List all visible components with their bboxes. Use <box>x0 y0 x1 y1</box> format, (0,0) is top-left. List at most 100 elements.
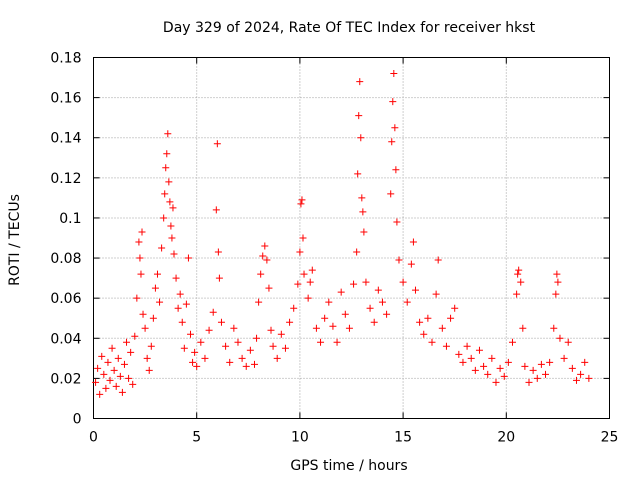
data-point <box>114 354 122 362</box>
data-point <box>209 308 217 316</box>
data-point <box>366 304 374 312</box>
data-point <box>300 270 308 278</box>
data-point <box>263 256 271 264</box>
data-point <box>556 334 564 342</box>
data-point <box>167 222 175 230</box>
data-point <box>118 388 126 396</box>
x-tick-label: 15 <box>394 430 412 446</box>
data-point <box>96 390 104 398</box>
data-point <box>529 366 537 374</box>
data-point <box>513 290 521 298</box>
data-point <box>480 362 488 370</box>
data-point <box>116 372 124 380</box>
data-point <box>409 238 417 246</box>
data-point <box>165 178 173 186</box>
data-point <box>434 256 442 264</box>
ticks <box>93 57 610 419</box>
data-point <box>488 354 496 362</box>
data-point <box>137 270 145 278</box>
data-point <box>359 208 367 216</box>
data-point <box>416 318 424 326</box>
data-point <box>170 250 178 258</box>
data-point <box>304 294 312 302</box>
y-tick-label: 0.14 <box>50 131 81 147</box>
data-point <box>238 354 246 362</box>
data-point <box>290 304 298 312</box>
data-point <box>151 284 159 292</box>
data-point <box>391 124 399 132</box>
x-tick-label: 20 <box>497 430 515 446</box>
data-point <box>383 310 391 318</box>
data-point <box>163 150 171 158</box>
y-tick-label: 0.1 <box>59 211 81 227</box>
gridlines <box>93 57 610 419</box>
data-point <box>496 364 504 372</box>
data-point <box>533 374 541 382</box>
data-point <box>356 78 364 86</box>
chart-title: Day 329 of 2024, Rate Of TEC Index for r… <box>163 20 536 36</box>
data-point <box>572 376 580 384</box>
data-point <box>178 318 186 326</box>
data-point <box>517 278 525 286</box>
data-point <box>451 304 459 312</box>
data-point <box>147 342 155 350</box>
data-point <box>106 376 114 384</box>
data-point <box>286 318 294 326</box>
data-point <box>508 338 516 346</box>
data-point <box>123 338 131 346</box>
data-point <box>519 324 527 332</box>
data-point <box>564 338 572 346</box>
data-point <box>226 358 234 366</box>
data-point <box>149 314 157 322</box>
data-point <box>242 362 250 370</box>
data-point <box>189 358 197 366</box>
data-point <box>296 248 304 256</box>
y-tick-labels: 0 0.02 0.04 0.06 0.08 0.1 0.12 0.14 0.16 0.18 <box>50 51 81 428</box>
data-point <box>362 278 370 286</box>
data-point <box>131 332 139 340</box>
data-point <box>172 274 180 282</box>
data-point <box>333 338 341 346</box>
data-point <box>568 364 576 372</box>
data-point <box>161 190 169 198</box>
y-tick-label: 0.02 <box>50 371 81 387</box>
data-point <box>475 346 483 354</box>
data-point <box>321 314 329 322</box>
data-point <box>294 280 302 288</box>
y-axis-label: ROTI / TECUs <box>7 194 23 286</box>
data-point <box>360 228 368 236</box>
data-point <box>492 378 500 386</box>
data-point <box>104 358 112 366</box>
data-point <box>193 362 201 370</box>
data-point <box>127 348 135 356</box>
data-point <box>267 326 275 334</box>
data-point <box>168 234 176 242</box>
y-tick-label: 0.08 <box>50 251 81 267</box>
data-point <box>428 338 436 346</box>
data-point <box>145 366 153 374</box>
y-tick-label: 0.04 <box>50 331 81 347</box>
data-point <box>156 298 164 306</box>
data-point <box>98 352 106 360</box>
x-tick-label: 5 <box>192 430 201 446</box>
data-point <box>312 324 320 332</box>
data-point <box>390 70 398 78</box>
data-point <box>169 204 177 212</box>
data-point <box>129 380 137 388</box>
data-point <box>299 234 307 242</box>
data-point <box>102 384 110 392</box>
data-point <box>164 130 172 138</box>
data-point <box>525 378 533 386</box>
data-point <box>537 360 545 368</box>
data-point <box>484 370 492 378</box>
data-point <box>358 194 366 202</box>
data-points <box>92 70 593 398</box>
data-point <box>585 374 593 382</box>
data-point <box>554 278 562 286</box>
data-point <box>182 300 190 308</box>
data-point <box>395 256 403 264</box>
data-point <box>162 164 170 172</box>
data-point <box>317 338 325 346</box>
data-point <box>184 254 192 262</box>
